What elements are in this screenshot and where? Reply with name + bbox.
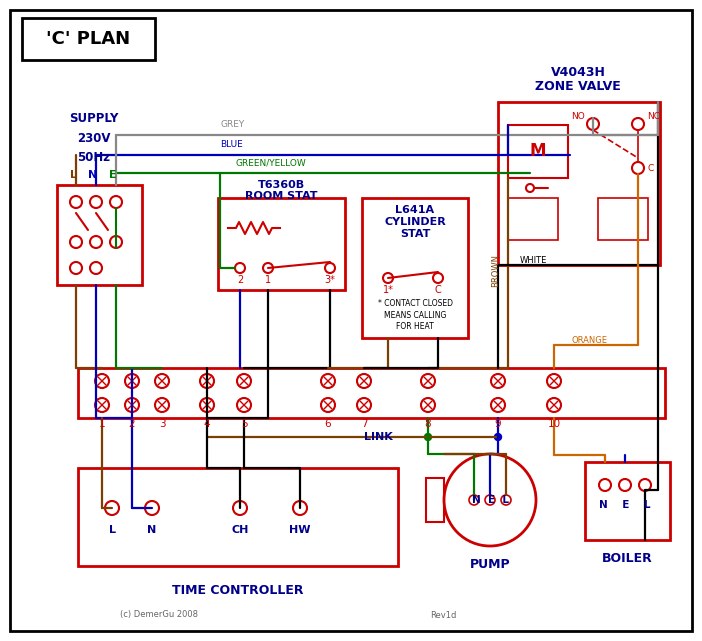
Text: 2: 2 (237, 275, 243, 285)
Text: GREY: GREY (220, 120, 244, 129)
Text: 3*: 3* (324, 275, 336, 285)
Text: 1: 1 (265, 275, 271, 285)
Text: Rev1d: Rev1d (430, 610, 456, 619)
Text: STAT: STAT (400, 229, 430, 239)
Bar (498, 102, 660, 265)
Text: N: N (88, 170, 98, 180)
Bar (585, 462, 670, 540)
Bar (362, 198, 468, 338)
Bar (57, 185, 142, 285)
Text: 6: 6 (325, 419, 331, 429)
Bar (426, 478, 444, 522)
Bar (78, 368, 665, 418)
Text: 10: 10 (548, 419, 561, 429)
Text: TIME CONTROLLER: TIME CONTROLLER (172, 583, 304, 597)
Text: 1: 1 (99, 419, 105, 429)
Text: 2: 2 (128, 419, 135, 429)
Text: 8: 8 (425, 419, 431, 429)
Text: N    E    L: N E L (600, 500, 651, 510)
Circle shape (425, 433, 432, 440)
Text: ZONE VALVE: ZONE VALVE (535, 79, 621, 92)
Text: CYLINDER: CYLINDER (384, 217, 446, 227)
Text: T6360B: T6360B (258, 180, 305, 190)
Circle shape (494, 433, 501, 440)
Text: BROWN: BROWN (491, 253, 501, 287)
Bar (508, 125, 568, 178)
Bar (78, 468, 398, 566)
Text: 4: 4 (204, 419, 211, 429)
Text: CH: CH (232, 525, 249, 535)
Text: 7: 7 (361, 419, 367, 429)
Text: C: C (435, 285, 442, 295)
Text: PUMP: PUMP (470, 558, 510, 572)
Text: M: M (530, 142, 546, 160)
Text: BOILER: BOILER (602, 551, 652, 565)
Text: GREEN/YELLOW: GREEN/YELLOW (235, 158, 306, 167)
Bar (218, 198, 345, 290)
Text: L641A: L641A (395, 205, 435, 215)
Text: BLUE: BLUE (220, 140, 243, 149)
Text: (c) DemerGu 2008: (c) DemerGu 2008 (120, 610, 198, 619)
Bar (508, 198, 558, 240)
Text: N: N (147, 525, 157, 535)
Bar (22, 18, 155, 60)
Text: 'C' PLAN: 'C' PLAN (46, 30, 130, 48)
Text: N  E  L: N E L (472, 495, 508, 505)
Text: 3: 3 (159, 419, 165, 429)
Text: * CONTACT CLOSED
MEANS CALLING
FOR HEAT: * CONTACT CLOSED MEANS CALLING FOR HEAT (378, 299, 453, 331)
Text: SUPPLY
230V
50Hz: SUPPLY 230V 50Hz (69, 113, 119, 163)
Text: V4043H: V4043H (550, 65, 605, 78)
Text: ROOM STAT: ROOM STAT (245, 191, 317, 201)
Text: HW: HW (289, 525, 311, 535)
Text: L: L (69, 170, 77, 180)
Text: NO: NO (571, 112, 585, 121)
Bar (598, 198, 648, 240)
Text: E: E (110, 170, 117, 180)
Text: 1*: 1* (383, 285, 393, 295)
Text: C: C (647, 163, 654, 172)
Text: 5: 5 (241, 419, 247, 429)
Text: ORANGE: ORANGE (572, 335, 608, 344)
Text: WHITE: WHITE (520, 256, 548, 265)
Text: 9: 9 (495, 419, 501, 429)
Text: L: L (109, 525, 116, 535)
Text: NC: NC (647, 112, 660, 121)
Text: LINK: LINK (364, 432, 392, 442)
